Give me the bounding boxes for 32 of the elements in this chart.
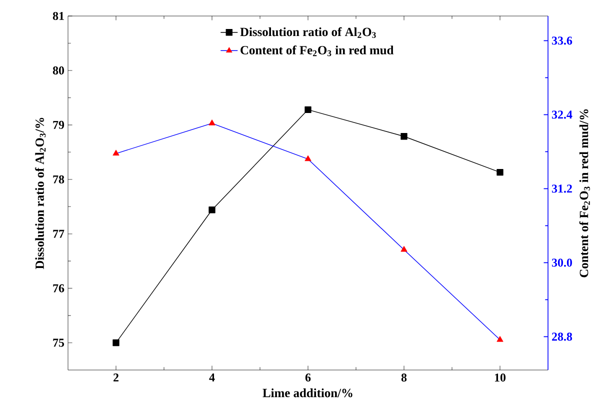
legend-label: Dissolution ratio of Al$_{2}$O$_{3}$	[240, 27, 376, 38]
y-tick-label: 77	[53, 230, 64, 238]
point	[112, 339, 120, 346]
point	[400, 246, 408, 252]
point	[496, 336, 504, 342]
y2-tick-label: 28.8	[552, 332, 572, 341]
point	[208, 206, 216, 214]
point	[496, 168, 504, 176]
y2-tick-label: 31.2	[552, 184, 572, 193]
point	[304, 106, 312, 114]
y-tick-label: 80	[52, 66, 64, 74]
y-tick-label: 76	[53, 284, 64, 292]
point	[304, 155, 312, 162]
y-tick-label: 79	[53, 120, 64, 129]
x-tick-label: 8	[401, 374, 407, 382]
point	[112, 150, 120, 156]
x-tick-label: 10	[494, 374, 506, 382]
y2-tick-label: 30.0	[552, 258, 572, 267]
y-tick-label: 81	[52, 12, 64, 20]
point	[208, 120, 216, 126]
y2-tick-label: 33.6	[552, 36, 572, 45]
legend-label: Content of Fe$_{2}$O$_{3}$ in red mud	[240, 46, 394, 56]
y2-axis-title: Content of Fe$_{2}$O$_{3}$ in red mud/%	[579, 109, 590, 278]
x-tick-label: 4	[209, 374, 215, 382]
x-axis-title: Lime addition/%	[262, 388, 352, 398]
y-axis-title: Dissolution ratio of Al$_{2}$O$_{3}$/%	[35, 118, 46, 270]
x-tick-label: 2	[114, 374, 118, 382]
point	[400, 133, 408, 140]
x-tick-label: 6	[305, 374, 311, 382]
y2-tick-label: 32.4	[552, 110, 572, 119]
y-tick-label: 78	[53, 175, 64, 184]
y-tick-label: 75	[53, 338, 64, 347]
